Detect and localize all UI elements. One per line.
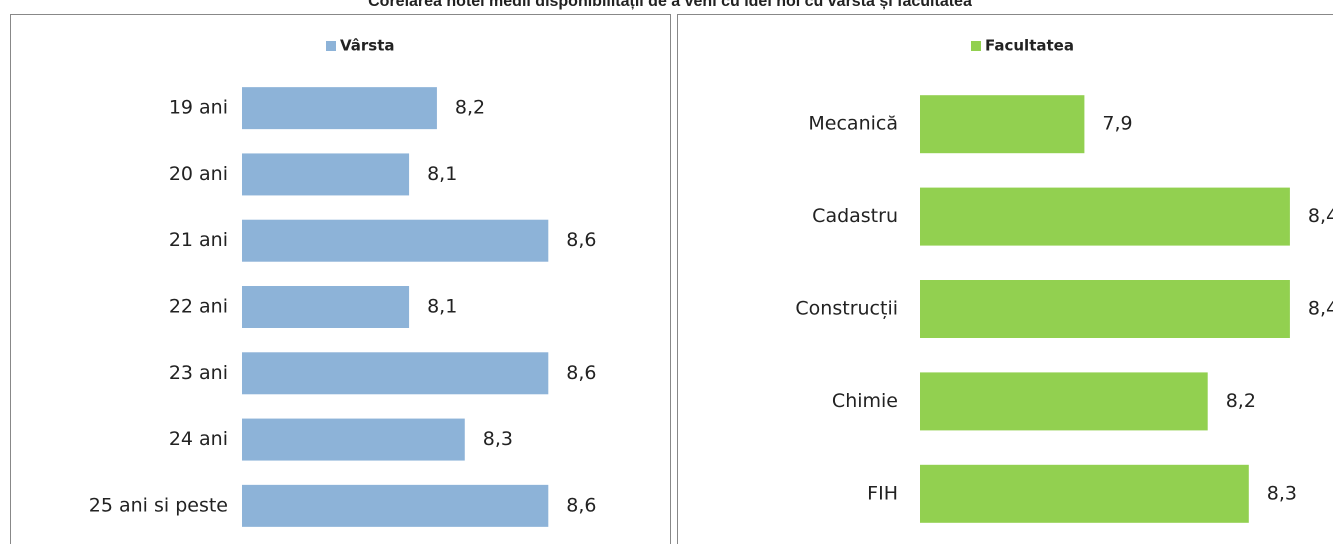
value-label: 8,1: [427, 163, 457, 185]
bar: [920, 464, 1249, 523]
value-label: 8,4: [1308, 205, 1333, 227]
category-label: 19 ani: [169, 97, 228, 119]
legend-swatch: [326, 41, 336, 51]
category-label: 21 ani: [169, 229, 228, 251]
bar: [920, 187, 1290, 246]
value-label: 8,6: [566, 229, 596, 251]
value-label: 8,2: [1226, 390, 1256, 412]
category-label: 22 ani: [169, 296, 228, 318]
bar: [242, 87, 437, 130]
value-label: 8,2: [455, 97, 485, 119]
bar: [242, 153, 410, 196]
value-label: 8,4: [1308, 298, 1333, 320]
legend-label: Facultatea: [985, 37, 1074, 55]
value-label: 8,3: [1267, 482, 1297, 504]
bar: [242, 286, 410, 328]
legend-label: Vârsta: [340, 37, 395, 55]
bar: [920, 372, 1208, 431]
panel-right: [677, 14, 1333, 544]
category-label: Chimie: [832, 390, 898, 412]
category-label: FIH: [867, 482, 898, 504]
bar: [242, 352, 549, 395]
value-label: 8,3: [483, 428, 513, 450]
bar: [242, 484, 549, 527]
value-label: 8,6: [566, 362, 596, 384]
bar: [920, 280, 1290, 338]
bar: [242, 219, 549, 262]
value-label: 7,9: [1102, 113, 1132, 135]
title: Corelarea notei medii disponibilitații d…: [368, 0, 972, 10]
bar: [920, 95, 1085, 154]
category-label: 24 ani: [169, 428, 228, 450]
value-label: 8,6: [566, 494, 596, 516]
legend-swatch: [971, 41, 981, 51]
category-label: 23 ani: [169, 362, 228, 384]
category-label: Construcții: [795, 298, 898, 320]
panel-left: [10, 14, 671, 544]
value-label: 8,1: [427, 296, 457, 318]
category-label: 25 ani si peste: [89, 494, 228, 516]
category-label: Mecanică: [808, 113, 898, 135]
category-label: Cadastru: [812, 205, 898, 227]
bar: [242, 418, 465, 461]
category-label: 20 ani: [169, 163, 228, 185]
